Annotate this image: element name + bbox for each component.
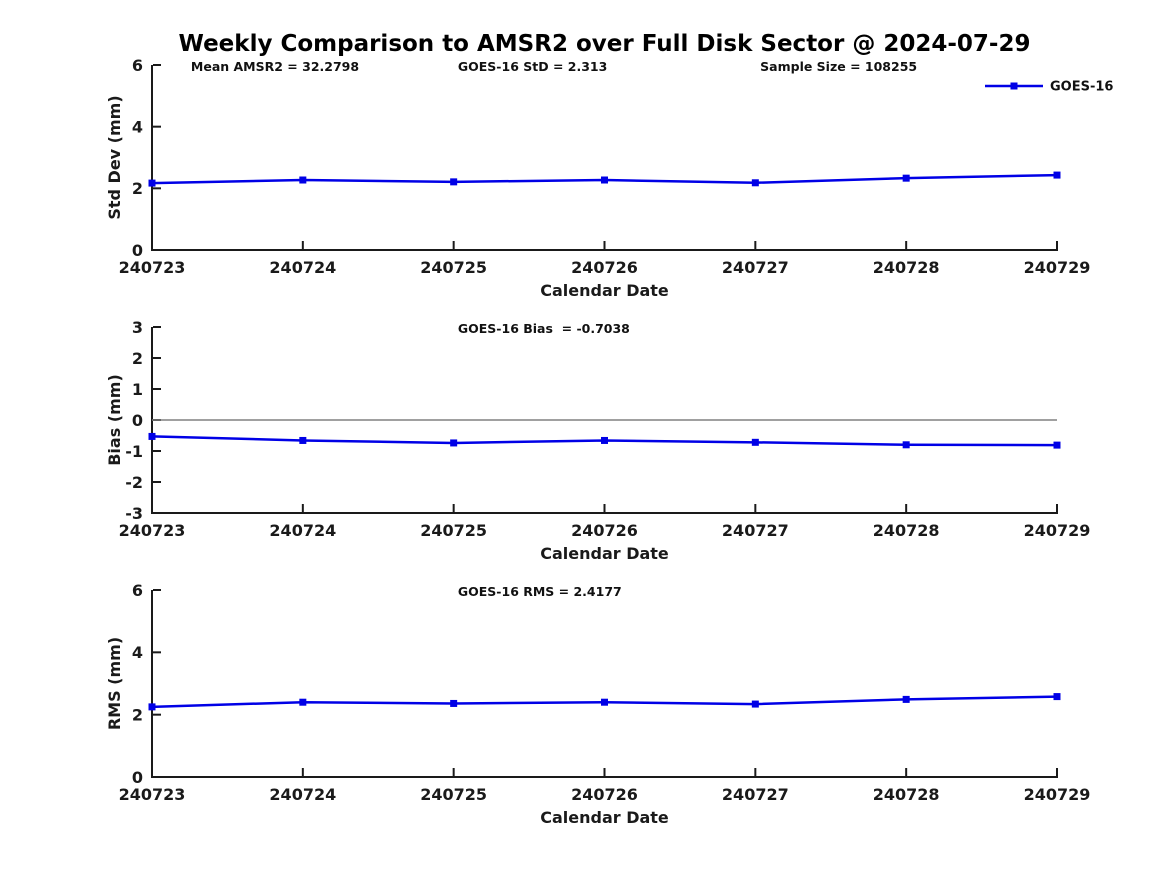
data-point-marker	[902, 441, 910, 449]
x-tick-label: 240726	[571, 785, 638, 804]
axis-xlabel: Calendar Date	[540, 544, 669, 563]
y-tick-label: -1	[125, 442, 143, 461]
x-tick-label: 240728	[873, 521, 940, 540]
legend-marker-icon	[1010, 82, 1018, 90]
x-tick-label: 240725	[420, 258, 487, 277]
data-point-marker	[148, 179, 156, 187]
annotation: GOES-16 RMS = 2.4177	[458, 584, 622, 599]
y-tick-label: 6	[132, 581, 143, 600]
data-point-marker	[299, 436, 307, 444]
data-point-marker	[902, 174, 910, 182]
figure-title: Weekly Comparison to AMSR2 over Full Dis…	[178, 31, 1031, 57]
x-tick-label: 240725	[420, 521, 487, 540]
data-point-marker	[450, 699, 458, 707]
x-tick-label: 240723	[119, 521, 186, 540]
data-point-marker	[902, 695, 910, 703]
x-tick-label: 240729	[1024, 521, 1091, 540]
y-tick-label: 3	[132, 318, 143, 337]
data-point-marker	[601, 698, 608, 706]
x-tick-label: 240728	[873, 258, 940, 277]
data-point-marker	[299, 698, 307, 706]
x-tick-label: 240724	[269, 258, 336, 277]
subplot-std-dev: 0 2 4 6 240723 240724 240725 240726 240727 240728…	[105, 56, 1113, 300]
annotation: Sample Size = 108255	[760, 59, 917, 74]
y-tick-label: 4	[132, 643, 143, 662]
x-tick-label: 240727	[722, 521, 789, 540]
y-tick-label: 6	[132, 56, 143, 75]
data-point-marker	[601, 176, 608, 184]
data-point-marker	[450, 439, 458, 447]
y-tick-label: 2	[132, 705, 143, 724]
legend: GOES-16	[985, 80, 1113, 95]
y-tick-label: 0	[132, 411, 143, 430]
annotation: Mean AMSR2 = 32.2798	[191, 59, 359, 74]
annotation: GOES-16 StD = 2.313	[458, 59, 607, 74]
data-point-marker	[148, 703, 156, 711]
axis-ylabel: RMS (mm)	[105, 637, 124, 730]
data-point-marker	[751, 700, 759, 708]
axis-xlabel: Calendar Date	[540, 808, 669, 827]
data-point-marker	[1053, 441, 1061, 449]
x-tick-label: 240724	[269, 785, 336, 804]
data-point-marker	[450, 178, 458, 186]
y-tick-label: 1	[132, 380, 143, 399]
data-point-marker	[751, 179, 759, 187]
data-point-marker	[1053, 693, 1061, 701]
x-tick-label: 240729	[1024, 258, 1091, 277]
x-tick-label: 240729	[1024, 785, 1091, 804]
y-tick-label: -2	[125, 473, 143, 492]
subplot-rms: 0 2 4 6 240723 240724 240725 240726 240727 240728…	[105, 581, 1090, 827]
data-point-marker	[1053, 171, 1061, 179]
y-tick-label: 4	[132, 117, 143, 136]
x-tick-label: 240725	[420, 785, 487, 804]
x-tick-label: 240727	[722, 785, 789, 804]
subplot-bias: -3 -2 -1 0 1 2 3 240723 240724 240725 240726 240727…	[105, 318, 1090, 563]
data-point-marker	[601, 436, 608, 444]
data-point-marker	[299, 176, 307, 184]
x-tick-label: 240723	[119, 258, 186, 277]
axis-ylabel: Std Dev (mm)	[105, 95, 124, 219]
legend-label: GOES-16	[1050, 80, 1113, 95]
x-tick-label: 240726	[571, 258, 638, 277]
data-point-marker	[148, 432, 156, 440]
x-tick-label: 240723	[119, 785, 186, 804]
x-tick-label: 240727	[722, 258, 789, 277]
annotation: GOES-16 Bias = -0.7038	[458, 321, 630, 336]
x-tick-label: 240728	[873, 785, 940, 804]
y-tick-label: 2	[132, 179, 143, 198]
y-tick-label: 0	[132, 768, 143, 787]
axis-xlabel: Calendar Date	[540, 281, 669, 300]
x-tick-label: 240724	[269, 521, 336, 540]
y-tick-label: 2	[132, 349, 143, 368]
data-point-marker	[751, 438, 759, 446]
x-tick-label: 240726	[571, 521, 638, 540]
y-tick-label: -3	[125, 504, 143, 523]
axis-ylabel: Bias (mm)	[105, 374, 124, 466]
y-tick-label: 0	[132, 241, 143, 260]
